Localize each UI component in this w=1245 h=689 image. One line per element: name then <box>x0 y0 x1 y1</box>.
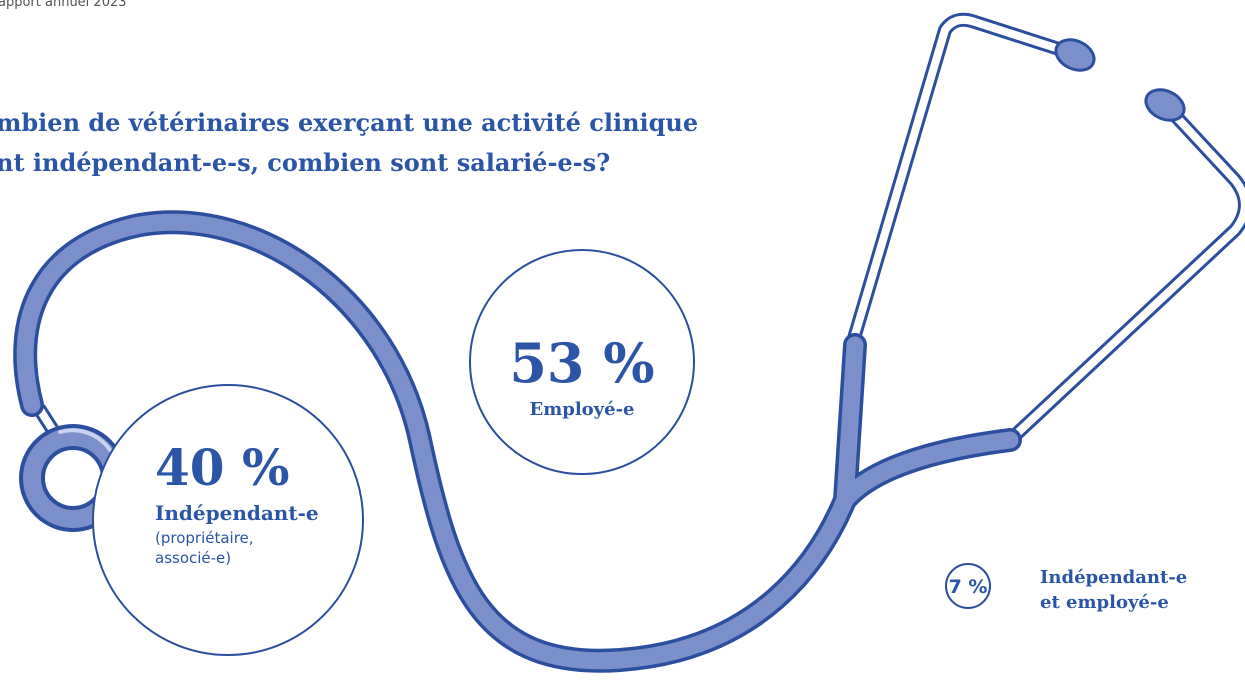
circle <box>92 384 364 656</box>
label: Indépendant-e <box>1040 567 1187 588</box>
label: Employé-e <box>529 399 634 420</box>
title-line: nt indépendant-e-s, combien sont salarié… <box>0 148 610 177</box>
value: 53 % <box>509 331 654 395</box>
title-line: mbien de vétérinaires exerçant une activ… <box>0 108 698 137</box>
value: 40 % <box>155 438 290 497</box>
stethoscope <box>13 12 1245 673</box>
value: 7 % <box>949 576 988 598</box>
circle <box>945 563 991 609</box>
label: et employé-e <box>1040 592 1169 613</box>
header: apport annuel 2023 <box>0 0 127 10</box>
note: (propriétaire, <box>155 529 254 547</box>
note: associé-e) <box>155 549 231 567</box>
label: Indépendant-e <box>155 501 319 525</box>
circle <box>469 249 695 475</box>
